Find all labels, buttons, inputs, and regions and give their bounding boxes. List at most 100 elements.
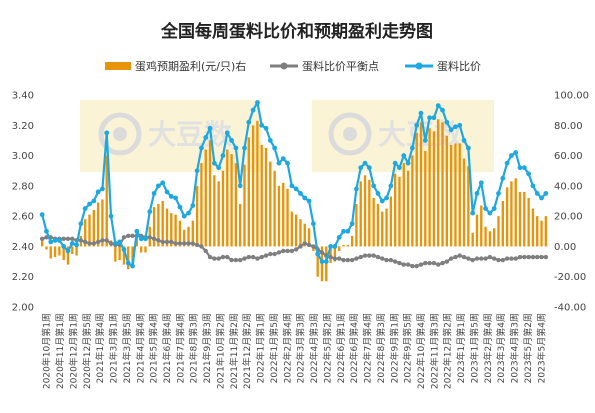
egg-feed-ratio-point: [366, 165, 372, 171]
legend-label-balance: 蛋料比价平衡点: [302, 59, 379, 73]
egg-feed-ratio-point: [199, 145, 204, 151]
profit-bar: [161, 201, 164, 247]
profit-bar: [346, 244, 349, 247]
right-axis-tick-label: -40.00: [554, 303, 586, 314]
x-axis-tick-label: 2022年6月第4周: [348, 313, 360, 383]
x-axis-tick-label: 2023年1月第1周: [455, 313, 467, 383]
watermark-left-text: 大豆数: [148, 118, 233, 151]
egg-feed-ratio-point: [328, 244, 333, 249]
profit-bar: [152, 207, 156, 247]
balance-point-point: [61, 236, 66, 242]
x-axis-tick-label: 2021年12月第2周: [241, 313, 253, 389]
balance-point-point: [289, 248, 295, 254]
balance-point-point: [349, 257, 355, 263]
egg-feed-ratio-point: [280, 156, 286, 162]
egg-feed-ratio-point: [95, 189, 101, 195]
egg-feed-ratio-point: [61, 244, 67, 249]
egg-feed-ratio-point: [74, 242, 79, 248]
balance-point-point: [212, 256, 217, 261]
profit-bar: [488, 231, 492, 247]
balance-point-point: [358, 254, 363, 260]
egg-feed-ratio-point: [302, 195, 308, 201]
profit-bar: [53, 246, 57, 258]
balance-point-point: [216, 256, 221, 261]
axes: 2.00 2.20 2.40 2.60 2.80 3.00 3.20 3.40 -40.00 -2…: [12, 91, 589, 390]
right-axis-tick-label: 0.00: [554, 242, 576, 253]
egg-feed-ratio-point: [203, 135, 209, 140]
profit-bar: [62, 246, 65, 261]
profit-bar: [333, 246, 337, 262]
profit-bar: [432, 131, 436, 247]
egg-feed-ratio-point: [504, 160, 510, 166]
egg-feed-ratio-point: [474, 191, 480, 196]
x-axis-tick-label: 2021年3月第5周: [121, 313, 133, 383]
balance-point-point: [436, 262, 441, 267]
egg-feed-ratio-point: [224, 130, 230, 136]
egg-feed-ratio-point: [143, 236, 148, 242]
balance-point-point: [259, 254, 264, 260]
egg-feed-ratio-point: [276, 160, 282, 166]
profit-bar: [195, 185, 199, 247]
profit-bar: [290, 211, 294, 247]
egg-feed-ratio-point: [323, 259, 329, 264]
balance-point-point: [337, 256, 342, 261]
balance-point-point: [535, 254, 540, 260]
balance-point-point: [448, 256, 454, 261]
egg-feed-ratio-point: [362, 160, 368, 166]
balance-point-point: [474, 256, 480, 261]
profit-bar: [471, 232, 474, 247]
egg-feed-ratio-point: [138, 236, 144, 242]
egg-feed-ratio-point: [461, 138, 467, 143]
profit-bar: [493, 228, 496, 247]
balance-point-point: [517, 254, 523, 260]
profit-bar: [510, 181, 513, 247]
egg-feed-ratio-point: [405, 160, 411, 166]
balance-point-point: [496, 257, 501, 263]
egg-feed-ratio-point: [392, 160, 398, 166]
egg-feed-ratio-point: [177, 204, 183, 210]
profit-bar: [105, 155, 108, 247]
profit-bar: [247, 137, 250, 247]
balance-point-point: [332, 256, 338, 261]
balance-point-point: [104, 238, 109, 243]
egg-feed-ratio-point: [310, 221, 316, 227]
egg-feed-ratio-point: [354, 186, 359, 192]
balance-point-point: [431, 260, 437, 266]
balance-point-point: [272, 251, 277, 257]
balance-point-point: [100, 238, 105, 243]
egg-feed-ratio-point: [181, 213, 187, 219]
egg-feed-ratio-point: [496, 191, 501, 196]
x-axis-tick-label: 2023年4月第3周: [509, 313, 521, 383]
egg-feed-ratio-point: [112, 241, 118, 246]
profit-bar: [139, 246, 143, 253]
profit-bar: [45, 246, 48, 250]
egg-feed-ratio-point: [470, 210, 476, 216]
egg-feed-ratio-point: [164, 189, 170, 195]
egg-feed-ratio-point: [104, 130, 110, 136]
profit-bar: [208, 140, 212, 247]
profit-bar: [183, 229, 186, 247]
x-axis-tick-label: 2020年12月第5周: [81, 313, 93, 389]
profit-bar: [200, 163, 203, 247]
profit-bar: [316, 246, 319, 277]
egg-feed-ratio-point: [453, 124, 458, 130]
x-axis-tick-label: 2022年4月第3周: [308, 313, 320, 383]
balance-point-point: [414, 263, 419, 269]
egg-feed-ratio-point: [521, 165, 527, 171]
chart-title: 全国每周蛋料比价和预期盈利走势图: [160, 21, 433, 42]
profit-bar: [303, 223, 306, 247]
egg-feed-ratio-point: [108, 213, 114, 219]
egg-feed-ratio-point: [233, 145, 239, 151]
egg-feed-ratio-point: [298, 191, 303, 196]
profit-bar: [462, 158, 466, 247]
egg-feed-ratio-point: [78, 221, 84, 227]
egg-feed-ratio-point: [173, 195, 179, 201]
profit-bar: [441, 122, 444, 247]
profit-bar: [415, 132, 418, 247]
x-axis-tick-label: 2023年1月第5周: [468, 313, 480, 383]
egg-feed-ratio-point: [207, 125, 213, 131]
egg-feed-ratio-point: [82, 206, 88, 211]
profit-bar: [243, 164, 246, 247]
left-axis-tick-label: 3.20: [12, 121, 34, 132]
